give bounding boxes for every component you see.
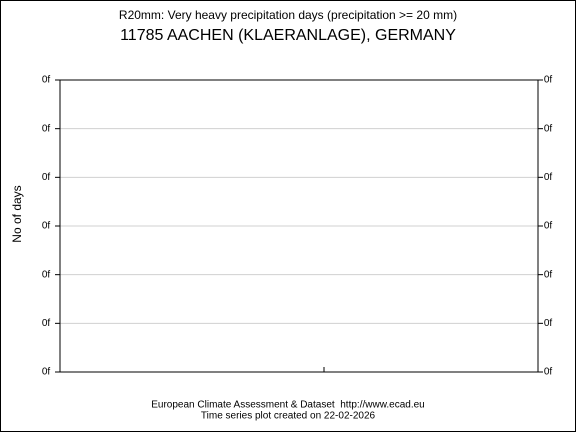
- y-tick-label: 0f: [42, 221, 51, 232]
- y2-tick-label: 0f: [544, 221, 553, 232]
- plot-area: [59, 79, 539, 373]
- y-tick-label: 0f: [42, 172, 51, 183]
- y2-tick-label: 0f: [544, 318, 553, 329]
- y2-tick-label: 0f: [544, 172, 553, 183]
- y2-tick-label: 0f: [544, 269, 553, 280]
- y-tick-label: 0f: [42, 75, 51, 86]
- y-tick-label: 0f: [42, 123, 51, 134]
- chart-subtitle: 11785 AACHEN (KLAERANLAGE), GERMANY: [120, 27, 456, 44]
- y-tick-label: 0f: [42, 367, 51, 378]
- y-tick-label: 0f: [42, 269, 51, 280]
- footer-date: Time series plot created on 22-02-2026: [201, 411, 376, 422]
- y-tick-label: 0f: [42, 318, 51, 329]
- y2-tick-label: 0f: [544, 123, 553, 134]
- chart-title: R20mm: Very heavy precipitation days (pr…: [119, 8, 457, 22]
- y-axis-label: No of days: [10, 185, 24, 242]
- footer-source: European Climate Assessment & Dataset ht…: [151, 400, 424, 411]
- y2-tick-label: 0f: [544, 367, 553, 378]
- y2-tick-label: 0f: [544, 75, 553, 86]
